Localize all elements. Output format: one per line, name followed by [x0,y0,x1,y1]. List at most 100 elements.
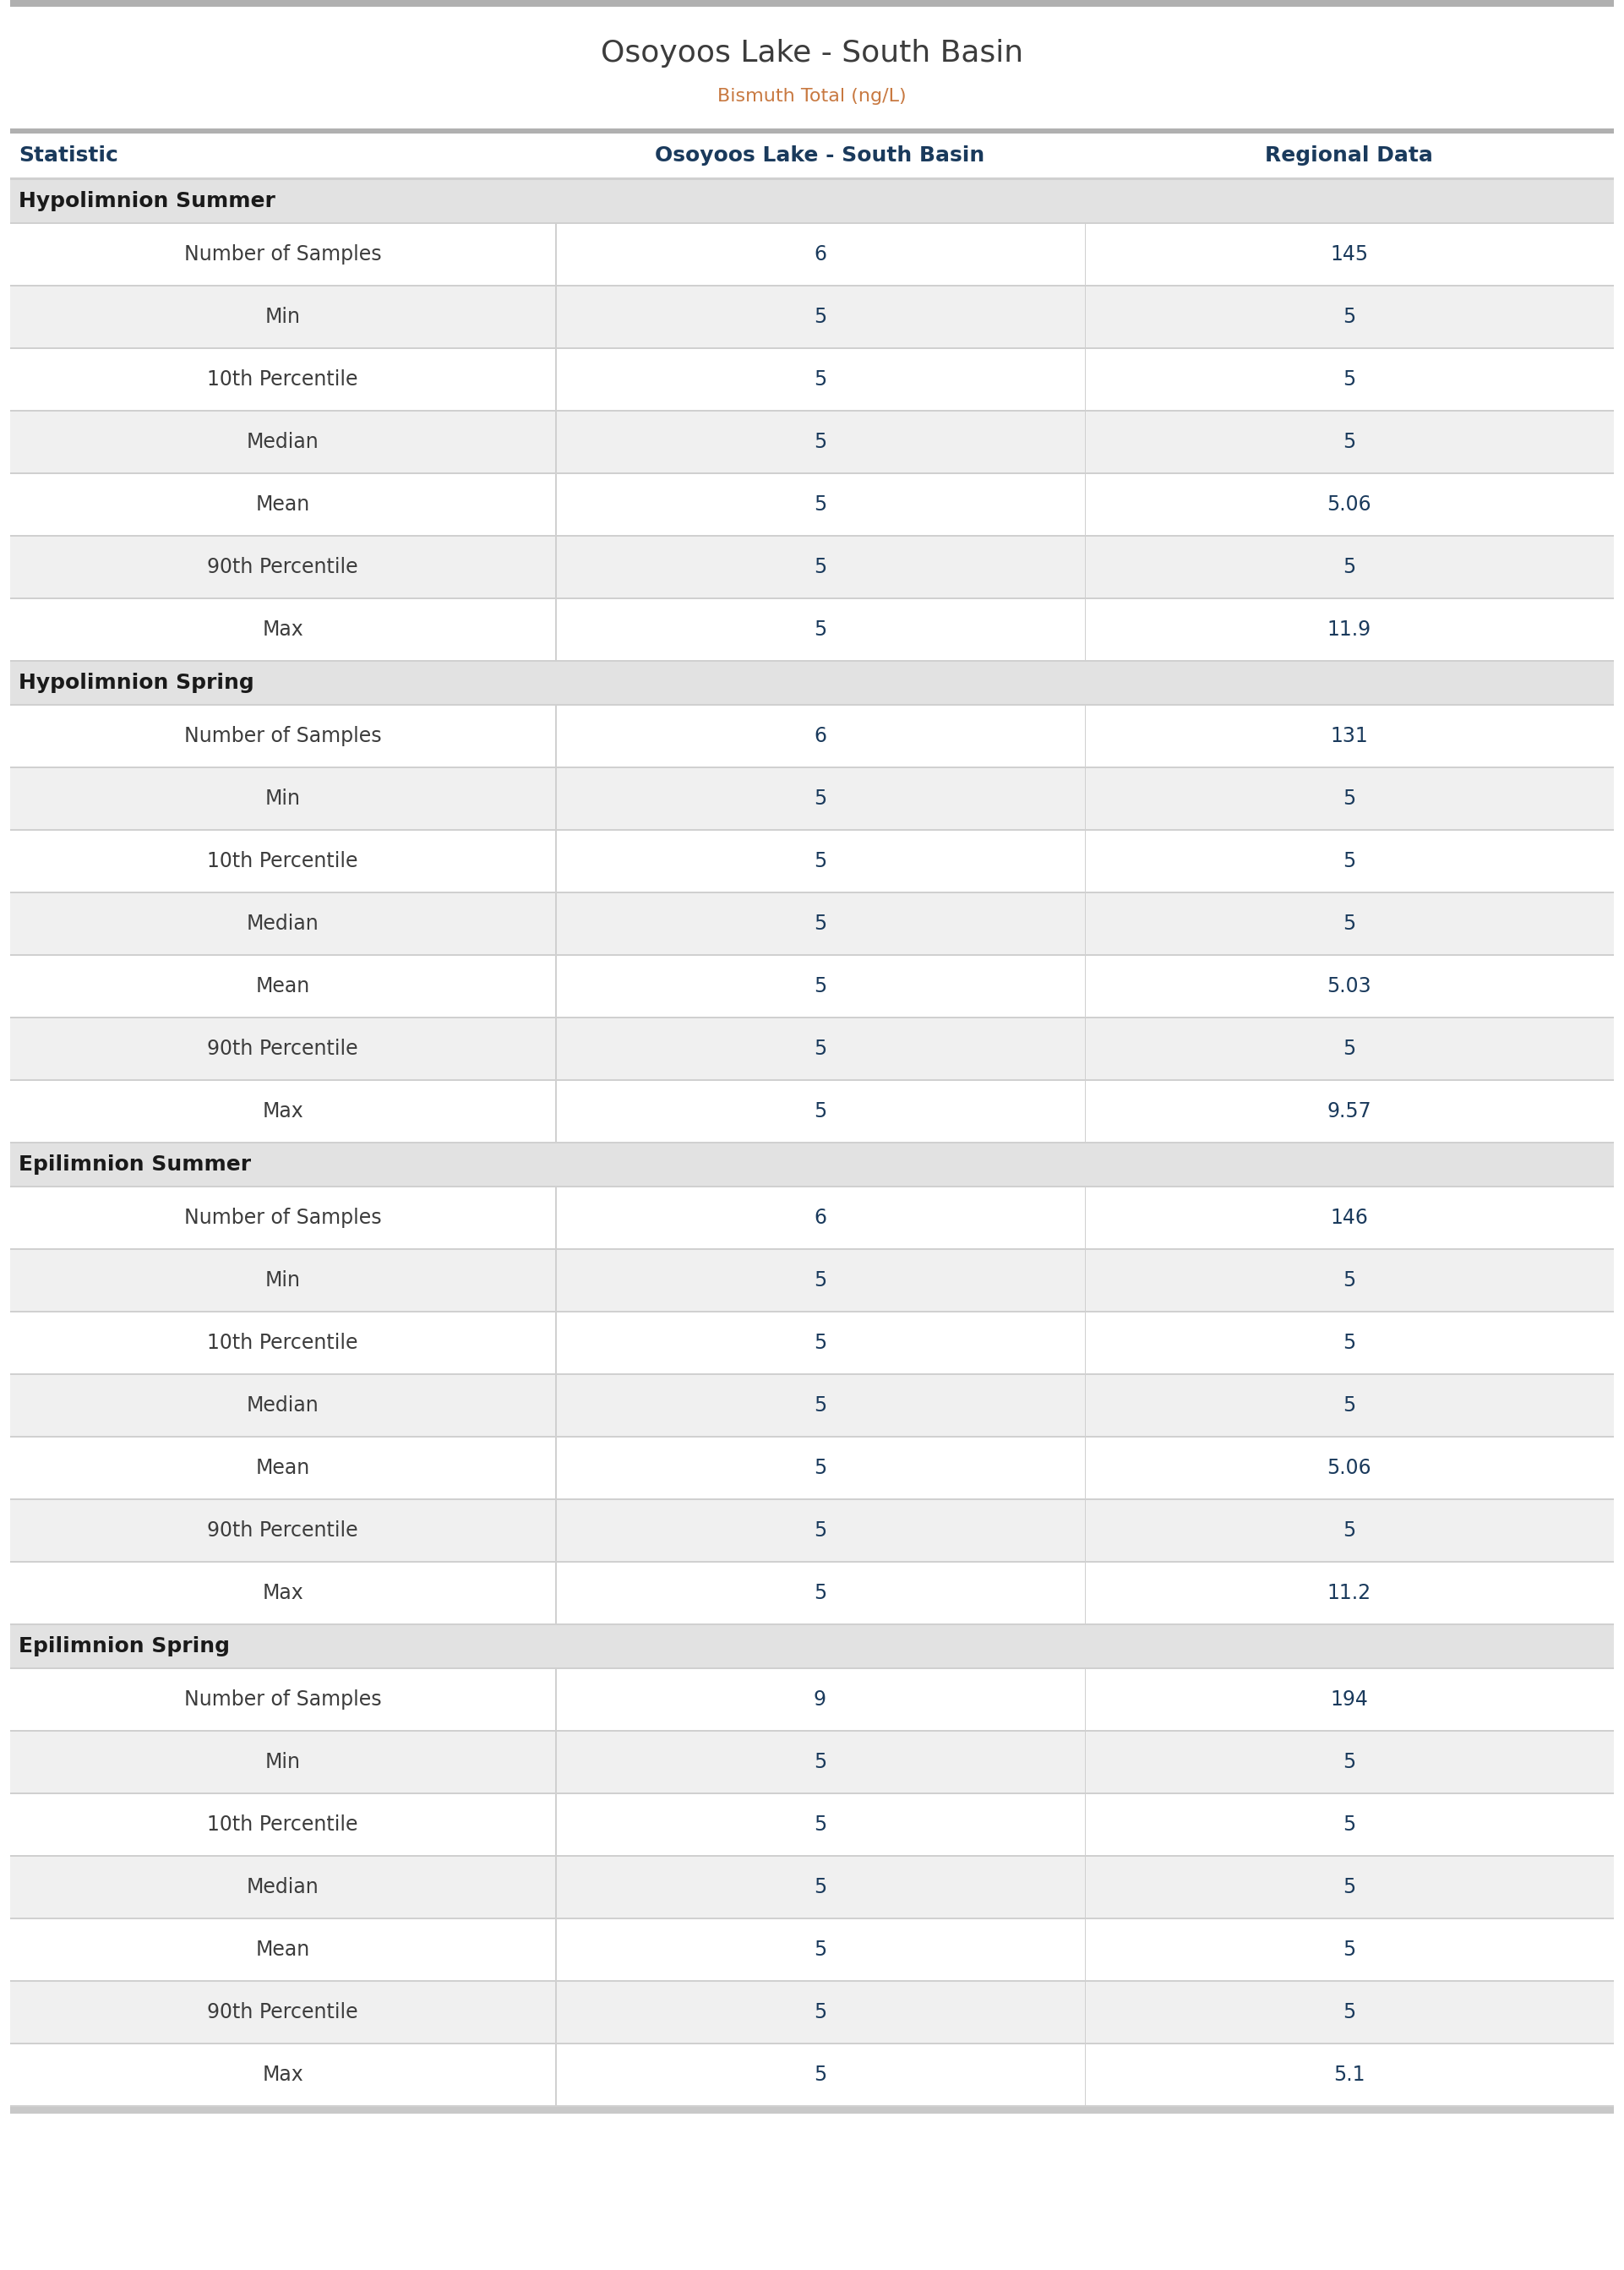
Bar [10,1144,1614,1185]
Bar [10,1732,1614,1793]
Bar [10,831,1614,892]
Text: 5: 5 [814,1814,827,1834]
Text: 5.03: 5.03 [1327,976,1372,997]
Bar [10,1857,1614,1918]
Text: 5: 5 [1343,1332,1356,1353]
Text: 5: 5 [1343,370,1356,390]
Text: 5.06: 5.06 [1327,495,1372,515]
Text: 5: 5 [814,851,827,872]
Bar [10,536,1614,597]
Text: 5: 5 [814,788,827,808]
Text: 10th Percentile: 10th Percentile [208,851,359,872]
Text: 131: 131 [1330,726,1367,747]
Text: Mean: Mean [255,976,310,997]
Text: 5: 5 [814,1457,827,1478]
Bar [10,767,1614,829]
Text: Mean: Mean [255,1457,310,1478]
Text: 11.2: 11.2 [1327,1582,1371,1603]
Bar [10,1019,1614,1078]
Text: 5: 5 [814,431,827,452]
Bar [10,1562,1614,1623]
Bar [10,411,1614,472]
Text: 5: 5 [1343,306,1356,327]
Bar [10,1081,1614,1142]
Text: 145: 145 [1330,245,1369,266]
Text: 5: 5 [1343,788,1356,808]
Bar [10,1625,1614,1668]
Text: 5: 5 [814,495,827,515]
Text: 10th Percentile: 10th Percentile [208,370,359,390]
Bar [10,1918,1614,1979]
Text: 5: 5 [814,913,827,933]
Bar [10,1312,1614,1373]
Bar [10,1437,1614,1498]
Text: Min: Min [265,306,300,327]
Text: 5: 5 [1343,851,1356,872]
Text: Number of Samples: Number of Samples [184,726,382,747]
Bar [10,706,1614,767]
Text: Max: Max [261,1101,304,1121]
Bar [10,177,1614,179]
Text: 5: 5 [814,370,827,390]
Text: 5: 5 [814,1752,827,1773]
Text: 5: 5 [1343,1939,1356,1959]
Text: Median: Median [247,913,318,933]
Text: 9: 9 [814,1689,827,1709]
Bar [10,663,1614,704]
Text: Epilimnion Spring: Epilimnion Spring [18,1637,231,1657]
Bar [10,350,1614,411]
Text: 6: 6 [814,726,827,747]
Text: 5: 5 [814,2002,827,2023]
Text: 6: 6 [814,1208,827,1228]
Text: 6: 6 [814,245,827,266]
Text: Median: Median [247,431,318,452]
Bar [10,1187,1614,1249]
Text: Number of Samples: Number of Samples [184,1689,382,1709]
Text: Max: Max [261,620,304,640]
Bar [10,1376,1614,1437]
Text: 90th Percentile: 90th Percentile [208,1521,359,1541]
Text: Mean: Mean [255,1939,310,1959]
Text: 90th Percentile: 90th Percentile [208,1040,359,1058]
Text: 146: 146 [1330,1208,1367,1228]
Text: 5: 5 [1343,1396,1356,1416]
Text: 5: 5 [1343,1814,1356,1834]
Text: 5: 5 [814,1332,827,1353]
Text: 11.9: 11.9 [1327,620,1371,640]
Text: 5: 5 [1343,1271,1356,1292]
Text: Regional Data: Regional Data [1265,145,1434,166]
Text: 10th Percentile: 10th Percentile [208,1332,359,1353]
Bar [10,474,1614,536]
Text: Max: Max [261,2066,304,2084]
Text: 5: 5 [814,1271,827,1292]
Text: 5: 5 [1343,1040,1356,1058]
Text: 5: 5 [814,1582,827,1603]
Text: 5: 5 [814,1396,827,1416]
Text: 5: 5 [814,1877,827,1898]
Text: 5: 5 [814,620,827,640]
Text: 5: 5 [814,1101,827,1121]
Text: Median: Median [247,1396,318,1416]
Text: 5: 5 [1343,1877,1356,1898]
Text: 5: 5 [1343,431,1356,452]
Text: 5: 5 [814,1521,827,1541]
Text: 5: 5 [814,1939,827,1959]
Text: 194: 194 [1330,1689,1367,1709]
Bar [10,134,1614,177]
Text: Epilimnion Summer: Epilimnion Summer [18,1155,252,1174]
Text: Hypolimnion Spring: Hypolimnion Spring [18,672,253,692]
Bar [10,1668,1614,1730]
Bar [10,0,1614,7]
Text: Osoyoos Lake - South Basin: Osoyoos Lake - South Basin [601,39,1023,68]
Text: Median: Median [247,1877,318,1898]
Text: Min: Min [265,788,300,808]
Text: 5: 5 [1343,2002,1356,2023]
Text: 5: 5 [1343,556,1356,577]
Text: Max: Max [261,1582,304,1603]
Text: 5: 5 [814,556,827,577]
Text: Min: Min [265,1752,300,1773]
Bar [10,2045,1614,2104]
Bar [10,2107,1614,2113]
Bar [10,956,1614,1017]
Text: Osoyoos Lake - South Basin: Osoyoos Lake - South Basin [654,145,984,166]
